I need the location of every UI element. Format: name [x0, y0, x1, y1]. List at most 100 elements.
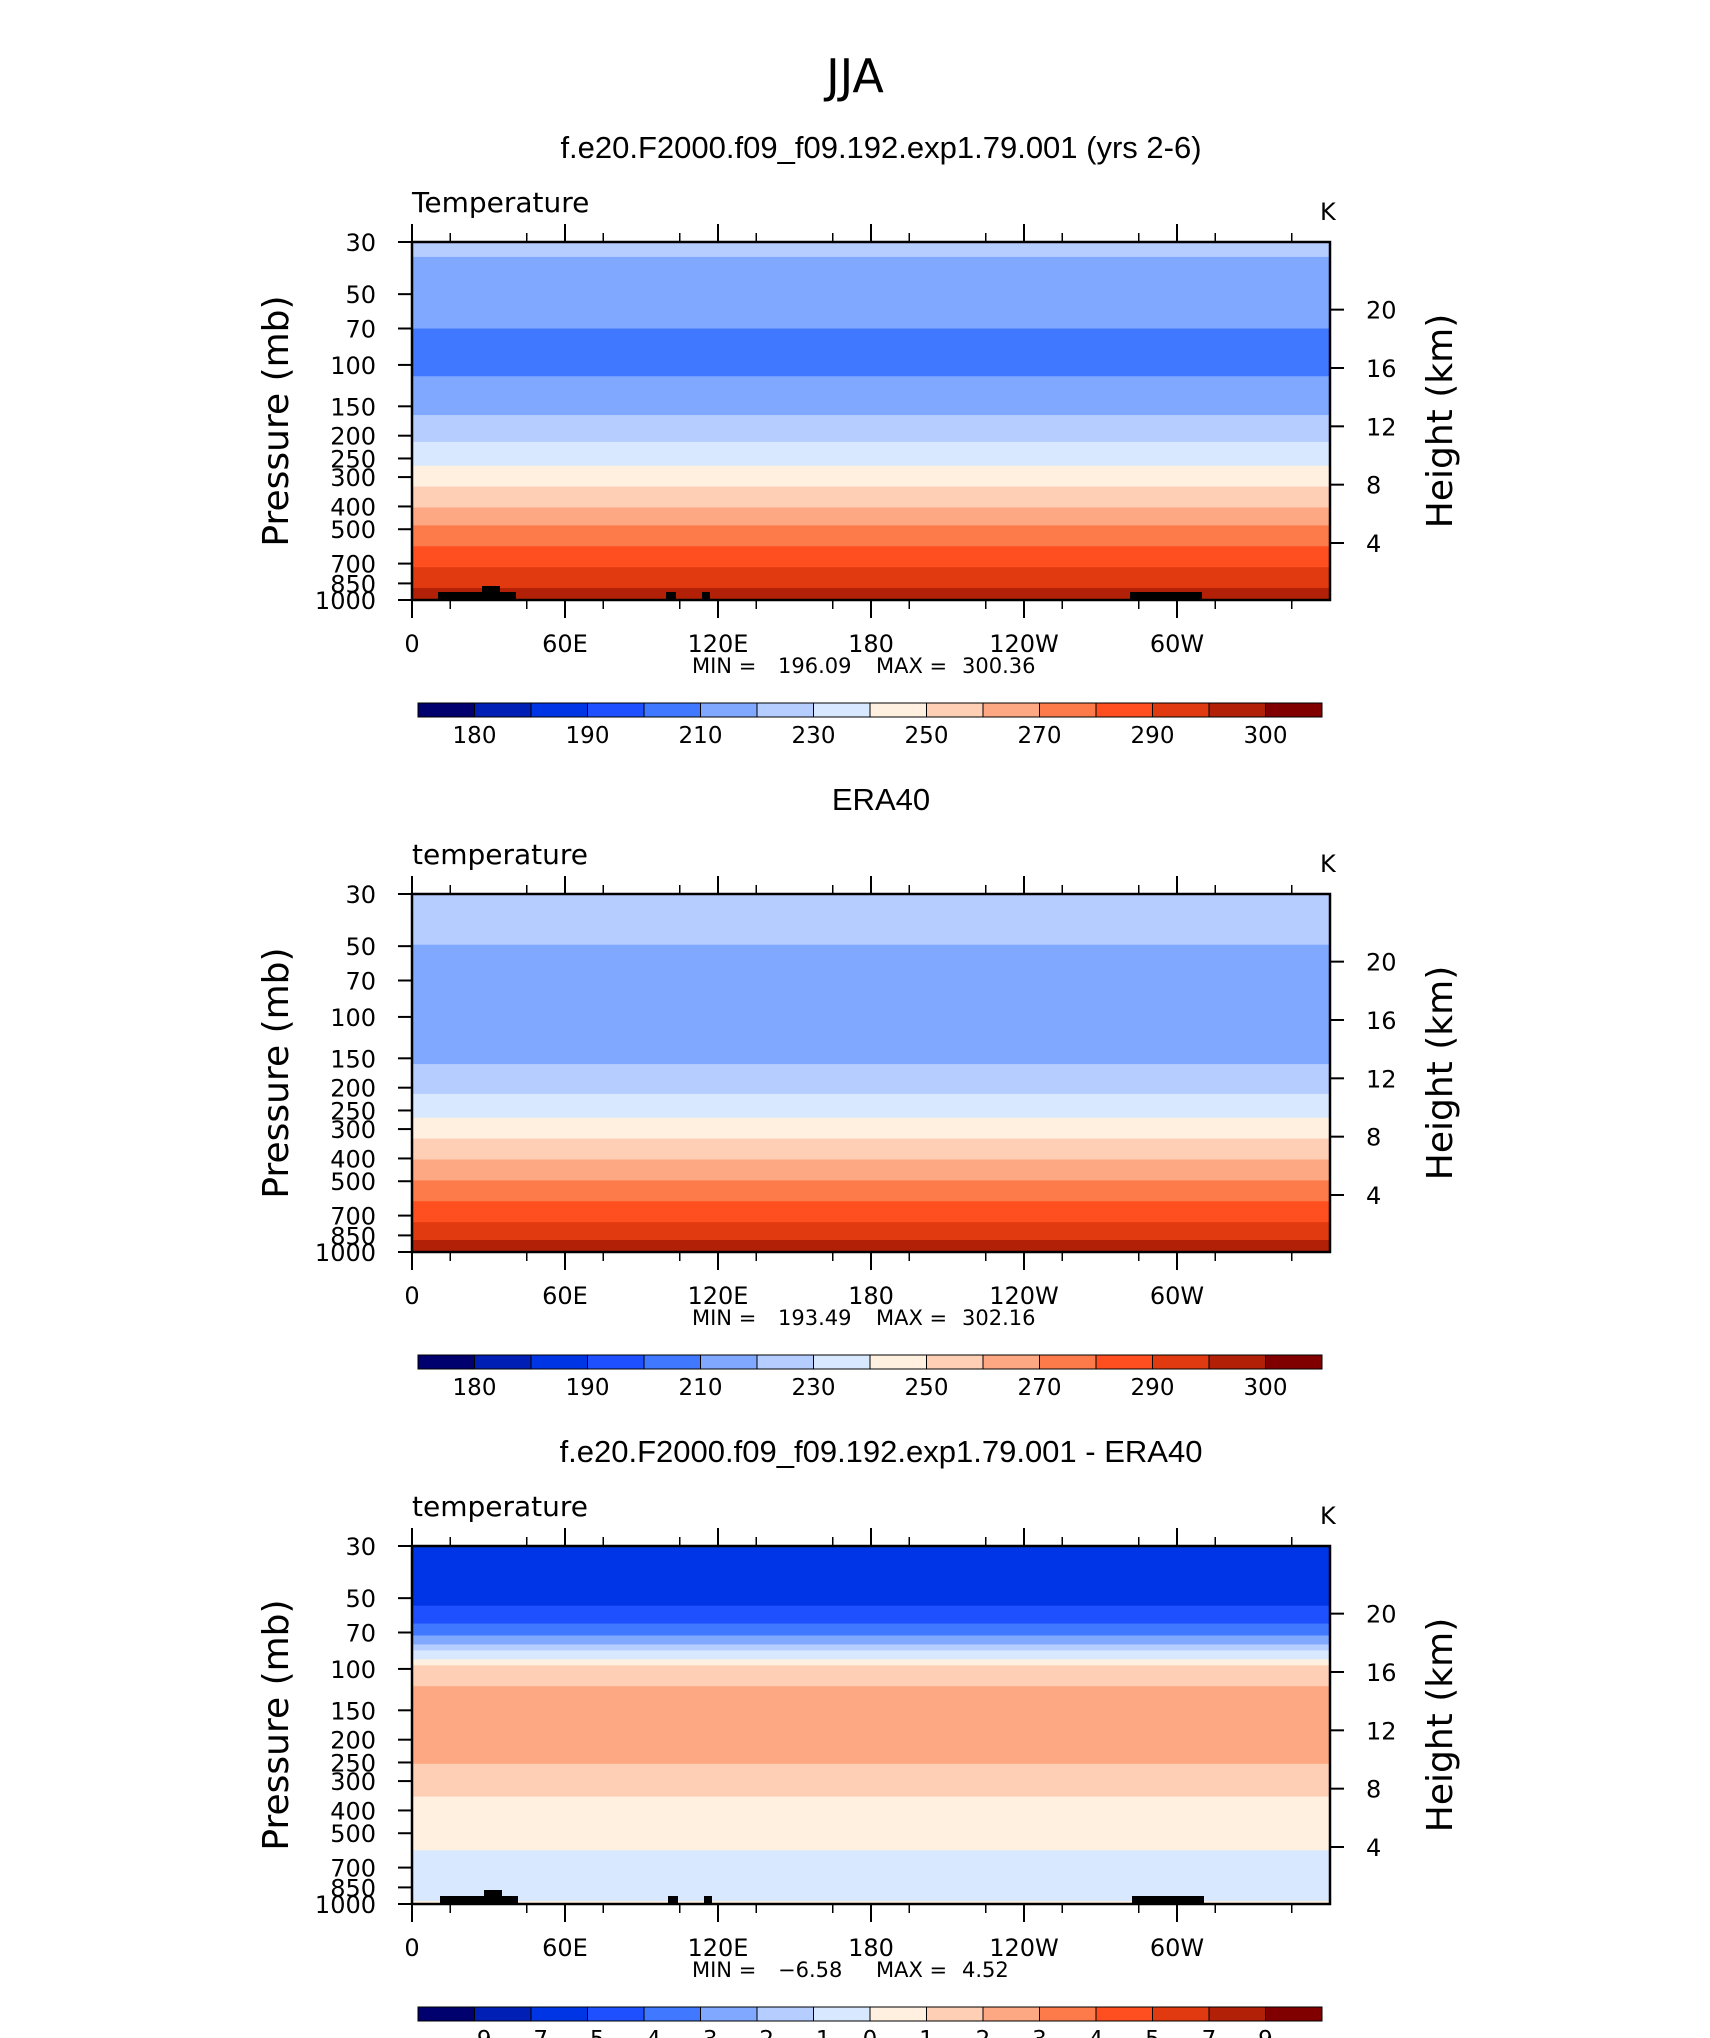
colorbar-label: 270	[1018, 1375, 1062, 1401]
contour-band	[412, 1895, 1330, 1899]
min-label: MIN =	[692, 1958, 756, 1982]
x-tick-label: 120E	[688, 1282, 749, 1310]
contour-band	[412, 1099, 1330, 1104]
contour-band	[412, 944, 1330, 949]
colorbar: 180 190 210 230 250 270 290 300	[417, 702, 1323, 749]
y-tick-label: 400	[330, 1145, 376, 1173]
variable-label: temperature	[412, 1490, 588, 1523]
colorbar-label: 270	[1018, 723, 1062, 749]
colorbar-label: −4	[627, 2027, 661, 2038]
min-value: 193.49	[778, 1306, 851, 1330]
contour-band	[412, 1150, 1330, 1155]
contour-band	[412, 1883, 1330, 1887]
contour-band	[412, 370, 1330, 374]
contour-band	[412, 1183, 1330, 1187]
contour-band	[412, 1742, 1330, 1747]
contour-band	[412, 1847, 1330, 1851]
contour-band	[412, 1046, 1330, 1050]
colorbar-label: 300	[1244, 723, 1288, 749]
contour-band	[412, 1129, 1330, 1134]
y-tick-label: 200	[330, 1075, 376, 1103]
colorbar-label: 3	[1032, 2027, 1047, 2038]
contour-band	[412, 1599, 1330, 1604]
colorbar-label: 4	[1089, 2027, 1104, 2038]
contour-band	[412, 316, 1330, 321]
colorbar-swatch	[756, 1354, 814, 1370]
contour-band	[412, 259, 1330, 264]
contour-band	[412, 1007, 1330, 1011]
contour-band	[412, 1228, 1330, 1232]
contour-band	[412, 1216, 1330, 1220]
topography	[668, 1896, 678, 1904]
contour-band	[412, 1844, 1330, 1848]
contour-band	[412, 920, 1330, 925]
contour-band	[412, 570, 1330, 574]
y-tick-label: 70	[345, 1620, 376, 1648]
contour-band	[412, 1665, 1330, 1669]
colorbar-label: −5	[571, 2027, 605, 2038]
contour-band	[412, 1707, 1330, 1711]
contour-band	[412, 376, 1330, 380]
contour-band	[412, 1713, 1330, 1717]
contour-band	[412, 1683, 1330, 1687]
colorbar-swatch	[813, 2006, 871, 2022]
contour-band	[412, 1686, 1330, 1690]
y-tick-label: 250	[330, 445, 376, 473]
colorbar-swatch	[1152, 2006, 1210, 2022]
contour-band	[412, 1213, 1330, 1217]
contour-band	[412, 1760, 1330, 1765]
contour-band	[412, 489, 1330, 494]
contour-band	[412, 1647, 1330, 1652]
contour-band	[412, 1037, 1330, 1041]
contour-band	[412, 382, 1330, 386]
contour-band	[412, 1704, 1330, 1708]
contour-band	[412, 1823, 1330, 1828]
contour-band	[412, 1548, 1330, 1553]
contour-band	[412, 908, 1330, 913]
contour-band	[412, 286, 1330, 291]
contour-band	[412, 262, 1330, 267]
contour-band	[412, 1838, 1330, 1842]
y2-tick-label: 4	[1366, 530, 1381, 558]
contour-band	[412, 480, 1330, 485]
colorbar-swatch	[587, 702, 645, 718]
contour-band	[412, 902, 1330, 907]
y2-axis-label: Height (km)	[1420, 314, 1461, 528]
contour-band	[412, 1796, 1330, 1801]
colorbar-swatch	[643, 2006, 701, 2022]
y-tick-label: 150	[330, 1697, 376, 1725]
contour-band	[412, 403, 1330, 407]
y-tick-label: 100	[330, 1656, 376, 1684]
contour-band	[412, 1546, 1330, 1550]
y2-axis-label: Height (km)	[1420, 1618, 1461, 1832]
contour-band	[412, 1587, 1330, 1592]
contour-band	[412, 349, 1330, 353]
contour-band	[412, 271, 1330, 276]
colorbar: 180 190 210 230 250 270 290 300	[417, 1354, 1323, 1401]
contour-band	[412, 1766, 1330, 1771]
contour-band	[412, 388, 1330, 392]
colorbar-label: −9	[458, 2027, 492, 2038]
contour-band	[412, 1117, 1330, 1122]
contour-band	[412, 313, 1330, 318]
contour-band	[412, 1013, 1330, 1017]
contour-band	[412, 253, 1330, 258]
x-tick-label: 60E	[542, 630, 588, 658]
contour-band	[412, 528, 1330, 532]
colorbar-label: 230	[792, 723, 836, 749]
colorbar-swatch	[926, 702, 984, 718]
colorbar-swatch	[417, 1354, 475, 1370]
contour-band	[412, 1240, 1330, 1244]
contour-band	[412, 1856, 1330, 1860]
contour-band	[412, 412, 1330, 416]
contour-band	[412, 1799, 1330, 1804]
colorbar-label: 9	[1258, 2027, 1273, 2038]
colorbar-swatch	[643, 1354, 701, 1370]
contour-band	[412, 525, 1330, 529]
contour-band	[412, 501, 1330, 506]
contour-band	[412, 1237, 1330, 1241]
contour-band	[412, 1001, 1330, 1005]
min-value: 196.09	[778, 654, 851, 678]
max-value: 300.36	[962, 654, 1035, 678]
contour-band	[412, 995, 1330, 1000]
